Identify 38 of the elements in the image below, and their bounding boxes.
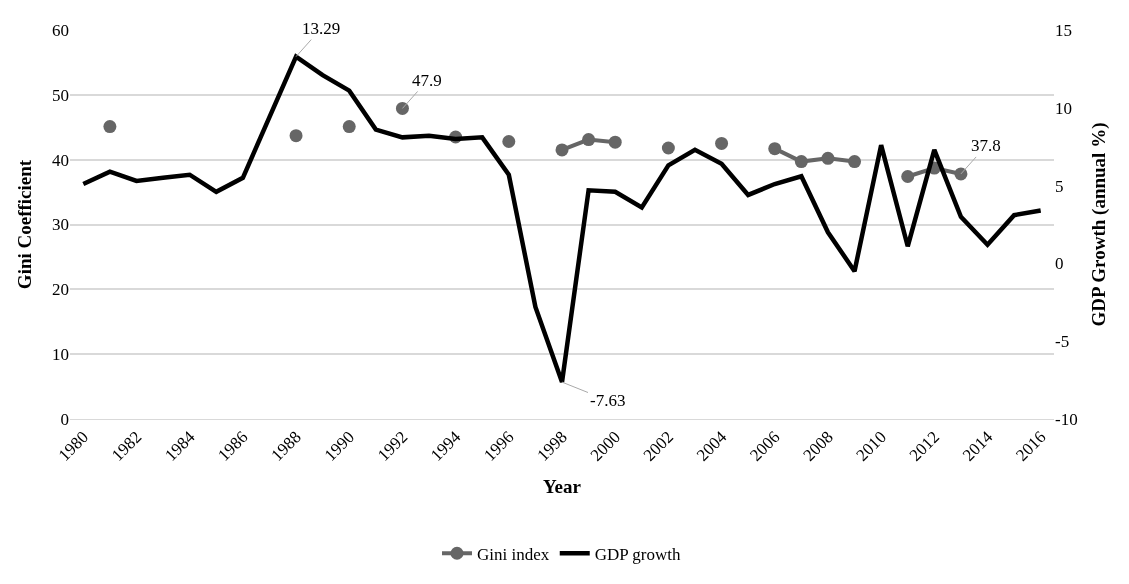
point (715, 136, 729, 150)
point (661, 141, 675, 155)
data-label: 47.9 (412, 71, 442, 90)
legend-label: Gini index (477, 544, 550, 564)
data-label: 13.29 (302, 19, 341, 38)
y2-tick-label: 0 (1055, 254, 1064, 274)
y2-tick-label: 5 (1055, 176, 1064, 196)
y-tick-label: 20 (52, 280, 69, 300)
data-label: -7.63 (590, 391, 626, 410)
y-tick-label: 0 (60, 409, 69, 429)
y-tick-label: 40 (52, 150, 69, 170)
point (821, 151, 835, 165)
point (555, 143, 569, 157)
y2-tick-label: -10 (1055, 409, 1078, 429)
point (848, 155, 862, 169)
line-series (81, 54, 1043, 385)
y-tick-label: 50 (52, 85, 69, 105)
y-tick-label: 10 (52, 345, 69, 365)
data-label: 37.8 (971, 136, 1001, 155)
point (794, 155, 808, 169)
y2-tick-label: 15 (1055, 20, 1072, 40)
point (582, 133, 596, 147)
point (342, 120, 356, 134)
point (608, 135, 622, 149)
y2-axis-title: GDP Growth (annual %) (1088, 122, 1111, 327)
y-tick-label: 60 (52, 20, 69, 40)
y-axis-title: Gini Coefficient (13, 159, 35, 290)
point (289, 129, 303, 143)
point (502, 135, 516, 148)
legend-label: GDP growth (594, 544, 682, 564)
point (103, 120, 117, 134)
y-tick-label: 30 (52, 215, 69, 235)
y2-tick-label: -5 (1055, 332, 1070, 352)
point (901, 170, 915, 184)
point (768, 142, 782, 156)
y2-tick-label: 10 (1055, 98, 1072, 118)
point (395, 101, 409, 115)
x-axis-title: Year (543, 475, 582, 497)
